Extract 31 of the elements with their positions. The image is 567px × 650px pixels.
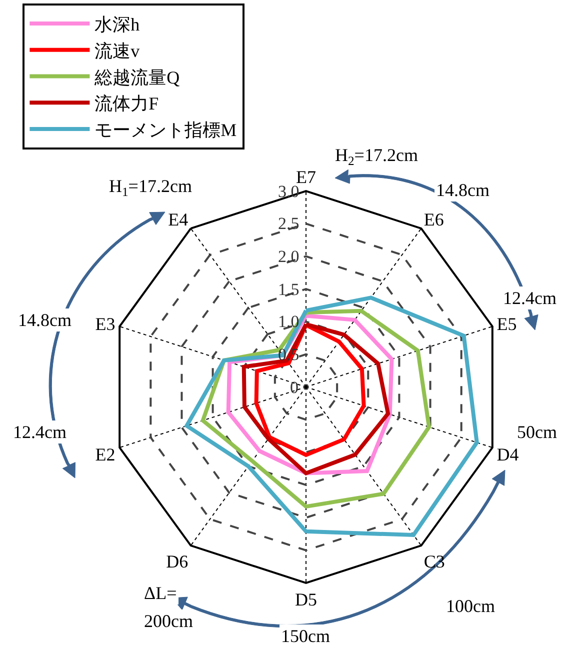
- text: 14.8cm: [18, 310, 72, 330]
- y-tick-label: 2.5: [278, 214, 300, 233]
- y-tick-label: 2.0: [278, 247, 300, 266]
- spoke-label: E6: [424, 210, 444, 230]
- text: 200cm: [144, 611, 193, 631]
- text: 50cm: [517, 422, 557, 442]
- spoke-label: D4: [496, 444, 519, 465]
- spoke-label: E5: [496, 314, 517, 334]
- text: ΔL=: [144, 583, 177, 603]
- spoke-label: D5: [295, 590, 317, 610]
- legend-label: モーメント指標M: [94, 120, 237, 140]
- y-tick-label: 1.0: [278, 312, 300, 331]
- text: 100cm: [446, 596, 495, 616]
- text: 12.4cm: [503, 288, 556, 308]
- text: 14.8cm: [436, 180, 490, 200]
- legend-label: 総越流量Q: [94, 67, 180, 88]
- spoke-label: E4: [168, 210, 188, 230]
- text: H$_{1}$=17.2cm: [109, 176, 192, 199]
- legend-label: 流速v: [94, 40, 140, 61]
- legend-label: 水深h: [94, 14, 140, 34]
- spoke-label: E2: [95, 444, 116, 465]
- text: 12.4cm: [13, 422, 66, 442]
- y-tick-label: 1.5: [278, 280, 300, 299]
- y-tick-label: 0: [290, 378, 298, 397]
- text: 150cm: [281, 626, 330, 646]
- spoke-label: D6: [166, 552, 188, 572]
- text: H$_{2}$=17.2cm: [335, 145, 418, 168]
- spoke-label: E7: [296, 166, 316, 187]
- legend-label: 流体力F: [94, 94, 159, 114]
- y-tick-label: 0.5: [278, 345, 300, 364]
- spoke-label: E3: [95, 314, 116, 334]
